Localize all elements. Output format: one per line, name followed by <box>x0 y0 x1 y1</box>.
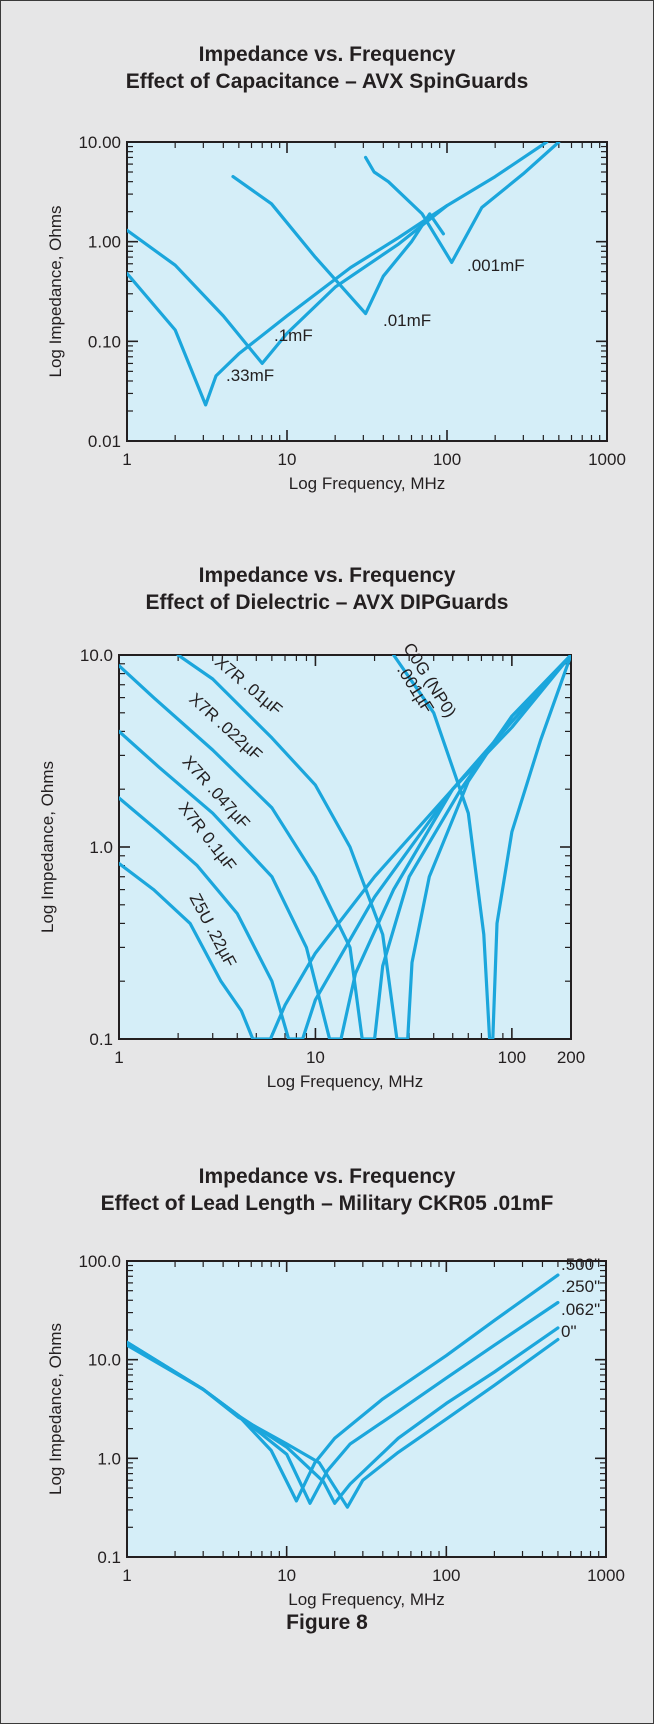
plot-area <box>126 1260 607 1558</box>
chart1-title-line1: Impedance vs. Frequency <box>198 43 456 66</box>
y-tick-label: 0.10 <box>88 332 121 351</box>
x-tick-label: 1 <box>122 450 131 469</box>
x-axis-label: Log Frequency, MHz <box>267 1072 424 1091</box>
chart1-title: Impedance vs. Frequency Effect of Capaci… <box>0 41 654 95</box>
x-tick-label: 1000 <box>587 1566 625 1585</box>
x-tick-label: 200 <box>557 1048 585 1067</box>
series-label-4: 0" <box>561 1322 577 1341</box>
chart2-title-line1: Impedance vs. Frequency <box>198 564 456 587</box>
series-label-3: .01mF <box>383 311 431 330</box>
series-label-3: .062" <box>561 1300 600 1319</box>
chart2-title: Impedance vs. Frequency Effect of Dielec… <box>0 562 654 616</box>
y-tick-label: 10.00 <box>78 133 121 152</box>
y-tick-label: 0.1 <box>97 1548 121 1567</box>
x-tick-label: 10 <box>278 450 297 469</box>
chart3-title: Impedance vs. Frequency Effect of Lead L… <box>0 1163 654 1217</box>
chart1-capacitance: 1 10 100 1000 0.01 0.10 1.00 10.00 Log Frequency… <box>46 133 626 493</box>
chart2-dielectric: 1 10 100 200 0.1 1.0 10.0 Log Frequency, MHz Log… <box>38 639 585 1091</box>
series-line-5 <box>176 655 571 1039</box>
chart3-title-line1: Impedance vs. Frequency <box>198 1165 456 1188</box>
series-label-2: .250" <box>561 1277 600 1296</box>
series-line-1 <box>127 204 449 407</box>
y-tick-label: 1.0 <box>97 1449 121 1468</box>
series-label-1: .33mF <box>226 366 274 385</box>
y-axis-label: Log Impedance, Ohms <box>46 206 65 378</box>
x-tick-label: 100 <box>498 1048 526 1067</box>
series-line-4 <box>364 142 561 264</box>
y-axis-label: Log Impedance, Ohms <box>38 761 57 933</box>
y-axis-label: Log Impedance, Ohms <box>46 1323 65 1495</box>
series-line-3 <box>119 655 571 1039</box>
x-axis-label: Log Frequency, MHz <box>288 1590 445 1609</box>
series-label-2: .1mF <box>274 326 313 345</box>
plot-area <box>126 141 608 442</box>
plot-area <box>118 654 572 1040</box>
x-tick-label: 100 <box>433 450 461 469</box>
chart2-title-line2: Effect of Dielectric – AVX DIPGuards <box>145 591 509 614</box>
minor-ticks <box>127 1261 606 1557</box>
x-tick-label: 10 <box>306 1048 325 1067</box>
y-tick-label: 1.0 <box>89 838 113 857</box>
series-label-1: .500" <box>561 1255 600 1274</box>
figure-caption: Figure 8 <box>286 1611 368 1634</box>
chart1-title-line2: Effect of Capacitance – AVX SpinGuards <box>125 70 529 93</box>
chart3-lead-length: 1 10 100 1000 0.1 1.0 10.0 100.0 Log Frequency, … <box>46 1252 625 1609</box>
x-tick-label: 1 <box>122 1566 131 1585</box>
chart3-title-line2: Effect of Lead Length – Military CKR05 .… <box>100 1192 554 1215</box>
y-tick-label: 1.00 <box>88 233 121 252</box>
x-axis-label: Log Frequency, MHz <box>289 474 446 493</box>
x-tick-label: 100 <box>432 1566 460 1585</box>
y-tick-label: 10.0 <box>80 646 113 665</box>
y-tick-label: 100.0 <box>78 1252 121 1271</box>
y-tick-label: 10.0 <box>88 1351 121 1370</box>
series-line-4 <box>127 1337 560 1509</box>
x-tick-label: 1 <box>114 1048 123 1067</box>
series-label-4: .001mF <box>467 256 525 275</box>
x-tick-label: 1000 <box>588 450 626 469</box>
x-tick-label: 10 <box>277 1566 296 1585</box>
series-line-2 <box>127 142 549 365</box>
minor-ticks <box>127 142 607 441</box>
y-tick-label: 0.1 <box>89 1030 113 1049</box>
series-line-6 <box>392 655 571 1039</box>
y-tick-label: 0.01 <box>88 432 121 451</box>
